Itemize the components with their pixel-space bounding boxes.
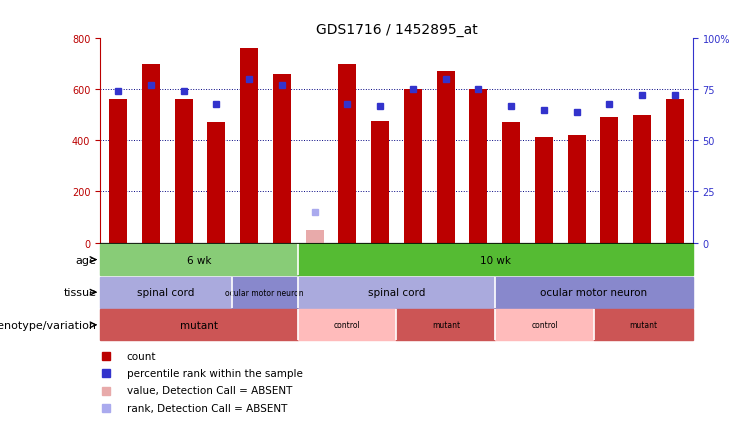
Text: spinal cord: spinal cord	[137, 288, 195, 297]
Text: ocular motor neuron: ocular motor neuron	[540, 288, 648, 297]
Title: GDS1716 / 1452895_at: GDS1716 / 1452895_at	[316, 23, 477, 36]
Bar	[600, 118, 618, 243]
Bar	[305, 230, 324, 243]
Bar	[404, 90, 422, 243]
Bar	[298, 277, 495, 308]
Bar	[469, 90, 488, 243]
Text: rank, Detection Call = ABSENT: rank, Detection Call = ABSENT	[127, 403, 287, 413]
Bar	[495, 309, 594, 341]
Bar	[240, 49, 258, 243]
Bar	[633, 115, 651, 243]
Bar	[298, 244, 693, 276]
Bar	[396, 309, 495, 341]
Bar	[232, 277, 298, 308]
Text: 10 wk: 10 wk	[479, 255, 511, 265]
Bar	[371, 122, 389, 243]
Bar	[502, 123, 520, 243]
Bar	[535, 137, 553, 243]
Bar	[142, 65, 160, 243]
Text: tissue: tissue	[63, 288, 96, 297]
Text: value, Detection Call = ABSENT: value, Detection Call = ABSENT	[127, 386, 292, 395]
Bar	[109, 100, 127, 243]
Bar	[100, 277, 232, 308]
Bar	[436, 72, 454, 243]
Text: percentile rank within the sample: percentile rank within the sample	[127, 368, 302, 378]
Text: mutant: mutant	[629, 321, 657, 329]
Text: control: control	[531, 321, 558, 329]
Bar	[207, 123, 225, 243]
Bar	[568, 136, 585, 243]
Bar	[100, 309, 298, 341]
Text: control: control	[333, 321, 360, 329]
Bar	[298, 309, 396, 341]
Text: ocular motor neuron: ocular motor neuron	[225, 288, 304, 297]
Text: count: count	[127, 351, 156, 361]
Bar	[495, 277, 693, 308]
Bar	[339, 65, 356, 243]
Text: genotype/variation: genotype/variation	[0, 320, 96, 330]
Text: 6 wk: 6 wk	[187, 255, 211, 265]
Bar	[175, 100, 193, 243]
Bar	[100, 244, 298, 276]
Bar	[594, 309, 693, 341]
Text: spinal cord: spinal cord	[368, 288, 425, 297]
Bar	[273, 75, 290, 243]
Text: mutant: mutant	[180, 320, 218, 330]
Text: mutant: mutant	[432, 321, 460, 329]
Text: age: age	[76, 255, 96, 265]
Bar	[666, 100, 684, 243]
